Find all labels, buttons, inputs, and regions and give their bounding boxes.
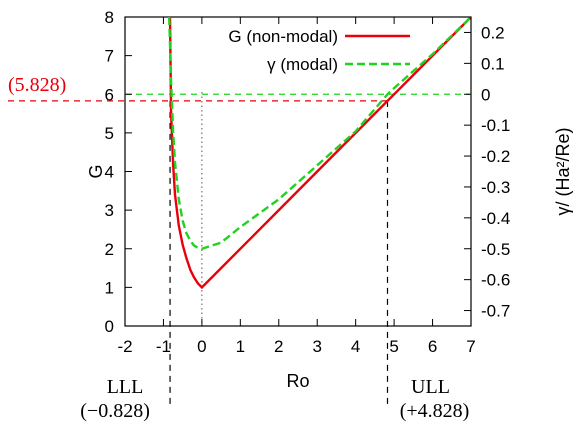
x-axis-title: Ro: [286, 371, 309, 391]
series-line-g: [168, 17, 471, 290]
legend-label-g: G (non-modal): [228, 27, 338, 46]
y-axis-title: G: [86, 164, 106, 178]
y2-tick-label: 0.2: [481, 23, 505, 42]
y-tick-label: 8: [105, 8, 114, 27]
lll-label: LLL: [107, 376, 144, 398]
y2-tick-label: -0.1: [481, 116, 510, 135]
y2-tick-label: -0.4: [481, 209, 510, 228]
ull-label: ULL: [411, 376, 450, 398]
series-line-gamma: [168, 17, 471, 251]
y2-tick-label: 0.1: [481, 54, 505, 73]
x-tick-label: 4: [351, 337, 360, 356]
y2-tick-label: -0.7: [481, 302, 510, 321]
y2-axis-title: γ/ (Ha²/Re): [553, 127, 573, 215]
y-tick-label: 2: [105, 240, 114, 259]
y2-tick-label: -0.6: [481, 271, 510, 290]
y-tick-label: 6: [105, 85, 114, 104]
y2-tick-label: -0.5: [481, 240, 510, 259]
y-tick-label: 7: [105, 47, 114, 66]
lll-value: (−0.828): [80, 400, 150, 422]
y2-tick-label: -0.2: [481, 147, 510, 166]
x-tick-label: 5: [389, 337, 398, 356]
y-tick-label: 5: [105, 124, 114, 143]
y-tick-label: 1: [105, 278, 114, 297]
legend-label-gamma: γ (modal): [267, 55, 338, 74]
y-tick-label: 0: [105, 317, 114, 336]
x-tick-label: -1: [156, 337, 171, 356]
ull-value: (+4.828): [400, 400, 470, 422]
x-tick-label: 2: [274, 337, 283, 356]
x-tick-label: 1: [236, 337, 245, 356]
series-layer: [168, 17, 471, 290]
y2-tick-label: 0: [481, 85, 490, 104]
x-tick-label: 0: [197, 337, 206, 356]
legend: G (non-modal) γ (modal): [228, 27, 410, 74]
g-level-label: (5.828): [8, 74, 66, 96]
x-tick-label: 7: [466, 337, 475, 356]
x-tick-label: -2: [117, 337, 132, 356]
x-tick-label: 3: [312, 337, 321, 356]
y2-tick-label: -0.3: [481, 178, 510, 197]
x-tick-label: 6: [428, 337, 437, 356]
y-tick-label: 4: [105, 163, 114, 182]
y-tick-label: 3: [105, 201, 114, 220]
tick-layer: -2 -1 0 1 2 3 4 5 6 7 0 1 2 3 4 5 6 7 8 -0.7 -0.6 -0.5 -0.4 -0.…: [105, 8, 511, 356]
